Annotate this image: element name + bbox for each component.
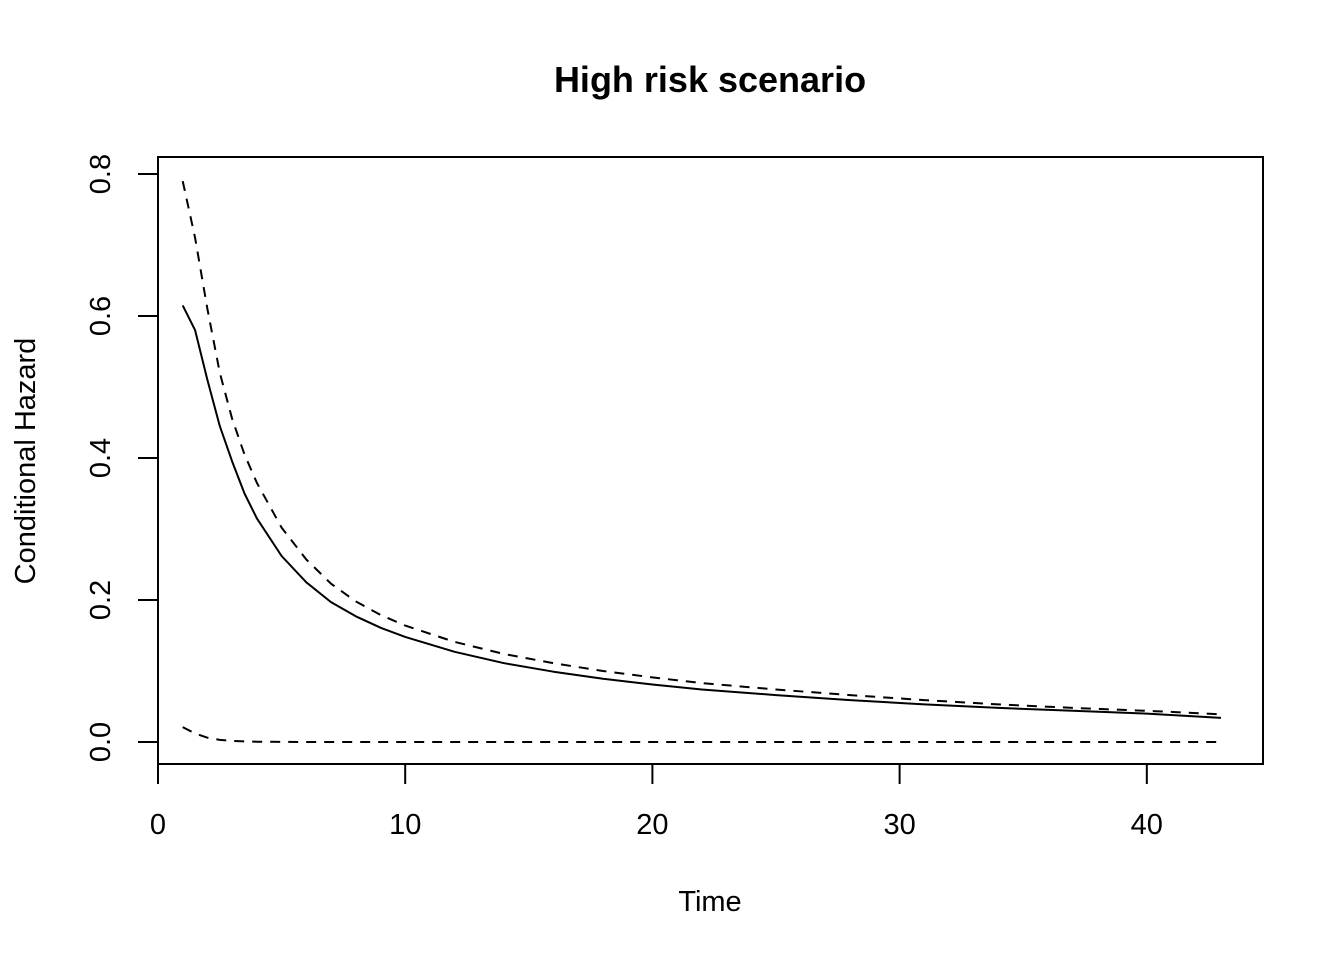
y-axis-label: Conditional Hazard <box>10 338 42 585</box>
y-tick-label: 0.4 <box>85 438 117 478</box>
x-axis-label: Time <box>678 886 741 918</box>
series-line-1 <box>181 304 1222 719</box>
series-layer <box>181 180 1222 743</box>
y-tick-label: 0.8 <box>85 154 117 194</box>
series-line-2 <box>181 180 1222 716</box>
x-tick-label: 20 <box>636 809 668 841</box>
series-line-3 <box>182 726 1221 743</box>
x-tick-label: 10 <box>389 809 421 841</box>
y-tick-label: 0.0 <box>85 722 117 762</box>
y-tick-label: 0.6 <box>85 296 117 336</box>
plot-frame <box>157 156 1264 765</box>
y-axis: 0.0 0.2 0.4 0.6 0.8 <box>85 154 159 762</box>
x-tick-label: 30 <box>883 809 915 841</box>
x-axis: 0 10 20 30 40 <box>150 763 1163 841</box>
chart-title: High risk scenario <box>554 59 866 100</box>
y-tick-label: 0.2 <box>85 580 117 620</box>
x-tick-label: 0 <box>150 809 166 841</box>
x-tick-label: 40 <box>1131 809 1163 841</box>
